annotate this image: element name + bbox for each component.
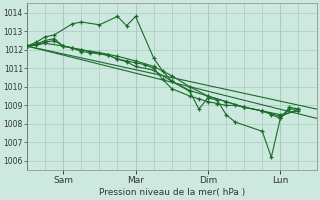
X-axis label: Pression niveau de la mer( hPa ): Pression niveau de la mer( hPa ) <box>99 188 245 197</box>
